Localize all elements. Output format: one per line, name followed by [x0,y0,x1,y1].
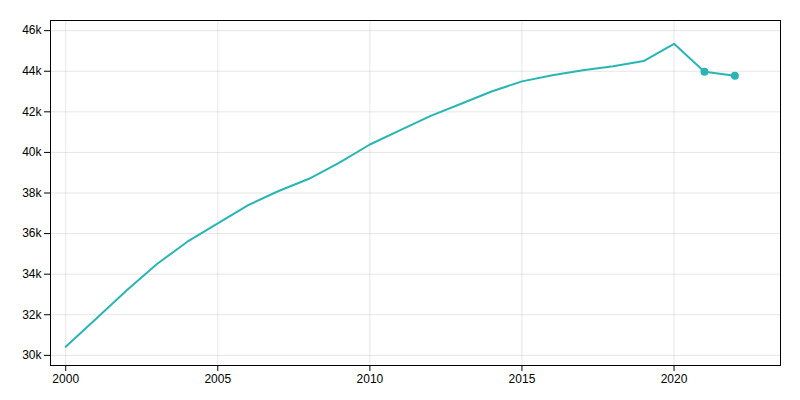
svg-text:38k: 38k [22,186,42,200]
svg-text:44k: 44k [22,64,42,78]
svg-text:2015: 2015 [509,372,536,386]
svg-text:32k: 32k [22,308,42,322]
svg-text:2010: 2010 [357,372,384,386]
svg-text:2005: 2005 [204,372,231,386]
svg-text:34k: 34k [22,267,42,281]
svg-text:40k: 40k [22,145,42,159]
svg-text:2020: 2020 [661,372,688,386]
svg-text:46k: 46k [22,23,42,37]
svg-text:36k: 36k [22,226,42,240]
svg-text:42k: 42k [22,105,42,119]
svg-text:2000: 2000 [52,372,79,386]
svg-text:30k: 30k [22,348,42,362]
